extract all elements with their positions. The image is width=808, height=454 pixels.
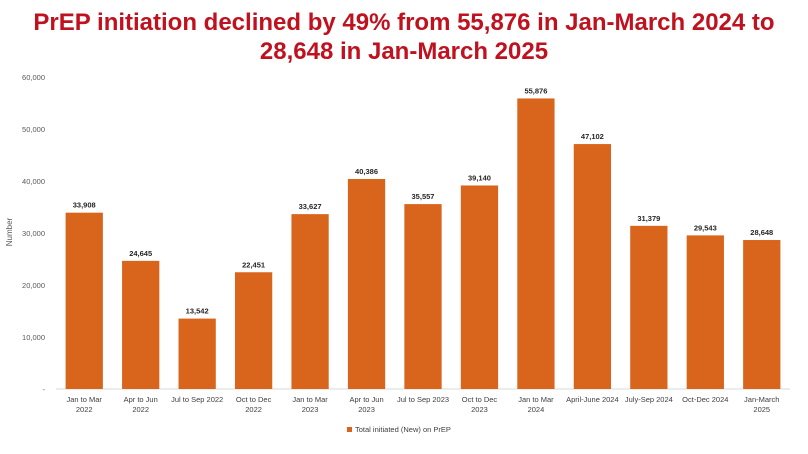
data-labels: 33,908 24,645 13,542 22,451 33,627 40,386 35,5… [73,86,773,315]
data-label: 33,627 [299,202,322,211]
chart-title: PrEP initiation declined by 49% from 55,… [0,8,808,66]
x-tick-label: Oct to Dec [236,395,272,404]
data-label: 13,542 [186,307,209,316]
y-tick-label: 40,000 [22,177,45,186]
y-tick-label: 60,000 [22,73,45,82]
x-tick-label: Jan to Mar [518,395,554,404]
data-label: 40,386 [355,167,378,176]
data-label: 22,451 [242,260,265,269]
chart-title-line-2: 28,648 in Jan-March 2025 [259,38,549,65]
bar [347,178,386,389]
y-tick-label: 30,000 [22,229,45,238]
bar [460,185,499,389]
x-tick-label: Jul to Sep 2022 [171,395,223,404]
chart-title-line-1: PrEP initiation declined by 49% from 55,… [33,9,775,36]
legend-swatch [347,427,352,432]
x-tick-label: April-June 2024 [566,395,619,404]
bar [686,235,724,389]
data-label: 29,543 [694,223,717,232]
y-tick-label: 10,000 [22,333,45,342]
x-tick-label: Apr to Jun [349,395,383,404]
x-tick-label: 2024 [528,405,545,414]
x-tick-label: 2025 [753,405,770,414]
y-tick-label: - [43,385,46,394]
data-label: 31,379 [637,214,660,223]
bar [178,318,216,389]
y-axis-label: Number [5,217,14,246]
data-label: 47,102 [581,132,604,141]
bar [743,240,781,389]
x-tick-label: 2023 [471,405,488,414]
x-tick-label: Jul to Sep 2023 [397,395,449,404]
legend: Total initiated (New) on PrEP [347,425,451,434]
bar [122,260,160,389]
bar [573,144,612,389]
x-tick-label: Jan to Mar [67,395,103,404]
y-tick-label: 50,000 [22,125,45,134]
y-tick-label: 20,000 [22,281,45,290]
x-tick-label: Oct to Dec [462,395,498,404]
x-tick-label: 2023 [302,405,319,414]
x-tick-label: 2022 [76,405,93,414]
data-label: 24,645 [129,249,152,258]
x-tick-label: July-Sep 2024 [625,395,673,404]
x-tick-label: Apr to Jun [124,395,158,404]
bar [65,212,103,389]
legend-label: Total initiated (New) on PrEP [355,425,451,434]
data-label: 35,557 [412,192,435,201]
data-label: 33,908 [73,201,96,210]
x-tick-label: Jan-March [744,395,779,404]
x-tick-label: 2022 [245,405,262,414]
x-tick-label: 2022 [132,405,149,414]
data-label: 39,140 [468,173,491,182]
data-label: 28,648 [750,228,773,237]
bar [517,98,555,390]
x-tick-label: Oct-Dec 2024 [682,395,728,404]
x-tick-label: Jan to Mar [292,395,328,404]
y-axis: Number - 10,000 20,000 30,000 40,000 50,000 60… [5,73,46,394]
bar [630,225,668,389]
data-label: 55,876 [524,86,547,95]
bar [291,214,329,389]
bars [65,98,781,390]
bar [234,272,273,389]
bar [404,204,442,389]
x-tick-label: 2023 [358,405,375,414]
